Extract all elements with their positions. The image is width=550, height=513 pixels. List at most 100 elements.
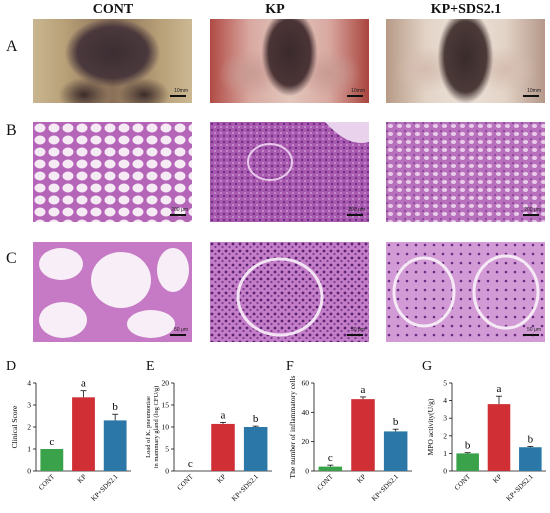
scale-bar bbox=[170, 95, 186, 97]
category-label: KP+SDS2.1 bbox=[370, 472, 400, 502]
scale-bar bbox=[170, 334, 186, 336]
panel-label-e: E bbox=[146, 359, 155, 374]
y-tick-label: 4 bbox=[27, 379, 31, 388]
y-axis-label: Clinical Score bbox=[10, 405, 19, 448]
y-tick-label: 0 bbox=[305, 467, 309, 476]
y-tick-label: 3 bbox=[443, 414, 447, 423]
tissue-texture bbox=[386, 242, 545, 342]
scale-label: 200 μm bbox=[348, 207, 365, 213]
significance-letter: a bbox=[81, 378, 86, 390]
panel-label-d: D bbox=[6, 359, 17, 374]
significance-letter: c bbox=[188, 458, 193, 470]
y-tick-label: 20 bbox=[162, 379, 170, 388]
tissue-texture bbox=[33, 242, 192, 342]
bar-cont bbox=[456, 453, 479, 471]
bar-kp bbox=[72, 397, 95, 471]
bar-cont bbox=[40, 449, 64, 471]
scale-bar bbox=[523, 334, 539, 336]
category-label: KP bbox=[491, 473, 503, 485]
category-label: CONT bbox=[316, 472, 336, 492]
scale-label: 50 μm bbox=[351, 327, 365, 333]
histology-low-kp: 200 μm bbox=[210, 122, 369, 222]
tissue-texture bbox=[210, 122, 369, 222]
photo-gross-kp: 10mm bbox=[210, 19, 369, 103]
scale-label: 200 μm bbox=[171, 207, 188, 213]
scale-label: 10mm bbox=[527, 88, 541, 94]
y-tick-label: 40 bbox=[302, 408, 310, 417]
bar-kp bbox=[211, 423, 235, 471]
significance-letter: c bbox=[49, 436, 54, 448]
scale-label: 10mm bbox=[351, 88, 365, 94]
tissue-texture bbox=[386, 122, 545, 222]
category-label: KP bbox=[215, 473, 227, 485]
bar-chart-clinical-score: 0 1 2 3 4 Clinical Score c CONT a KP b KP+SDS2.1 bbox=[10, 378, 131, 503]
y-tick-label: 1 bbox=[443, 449, 447, 458]
y-tick-label: 2 bbox=[443, 431, 447, 440]
y-tick-label: 4 bbox=[443, 396, 447, 405]
y-axis-label: The number of inflammatory cells bbox=[288, 375, 297, 478]
scale-bar bbox=[347, 95, 363, 97]
category-label: CONT bbox=[453, 472, 473, 492]
significance-letter: b bbox=[112, 401, 118, 413]
scale-bar bbox=[347, 214, 363, 216]
significance-letter: a bbox=[497, 383, 502, 395]
significance-letter: b bbox=[465, 440, 471, 452]
category-label: CONT bbox=[37, 472, 57, 492]
bar-kp-sds2-1 bbox=[383, 431, 408, 471]
bar-kp-sds2-1 bbox=[243, 427, 268, 471]
photo-gross-kp-sds: 10mm bbox=[386, 19, 545, 103]
category-label: KP bbox=[76, 473, 88, 485]
significance-letter: a bbox=[361, 384, 366, 396]
row-label-c: C bbox=[6, 250, 17, 267]
panel-label-f: F bbox=[286, 359, 294, 374]
scale-label: 50 μm bbox=[174, 327, 188, 333]
photo-gross-cont: 10mm bbox=[33, 19, 192, 103]
scale-label: 50 μm bbox=[527, 327, 541, 333]
bar-cont bbox=[318, 466, 343, 471]
significance-letter: b bbox=[253, 413, 259, 425]
y-tick-label: 2 bbox=[27, 423, 31, 432]
scale-label: 200 μm bbox=[524, 207, 541, 213]
category-label: CONT bbox=[176, 472, 196, 492]
category-label: KP bbox=[355, 473, 367, 485]
y-tick-label: 20 bbox=[302, 437, 310, 446]
scale-label: 10mm bbox=[174, 88, 188, 94]
column-header-kp: KP bbox=[265, 2, 285, 17]
y-tick-label: 1 bbox=[27, 445, 31, 454]
y-tick-label: 3 bbox=[27, 401, 31, 410]
histology-low-kp-sds: 200 μm bbox=[386, 122, 545, 222]
row-label-a: A bbox=[6, 38, 18, 55]
scale-bar bbox=[523, 214, 539, 216]
y-tick-label: 5 bbox=[165, 445, 169, 454]
tissue-texture bbox=[210, 242, 369, 342]
category-label: KP+SDS2.1 bbox=[230, 472, 260, 502]
bar-kp bbox=[351, 399, 375, 471]
y-tick-label: 5 bbox=[443, 379, 447, 388]
bar-chart-kp-load: 0 5 10 15 20 Load of K. pneumoniae in mammary … bbox=[145, 379, 272, 503]
histology-high-kp: 50 μm bbox=[210, 242, 369, 342]
bar-chart-mpo-activity: 0 1 2 3 4 5 MPO activity(U/g) b CONT a KP b KP+SDS2.… bbox=[426, 379, 546, 503]
y-tick-label: 0 bbox=[165, 467, 169, 476]
y-tick-label: 10 bbox=[162, 423, 170, 432]
panel-label-g: G bbox=[422, 359, 433, 374]
column-header-cont: CONT bbox=[92, 2, 134, 17]
bar-kp bbox=[487, 404, 511, 471]
significance-letter: a bbox=[221, 409, 226, 421]
column-header-kp-sds: KP+SDS2.1 bbox=[430, 2, 502, 17]
y-axis-label: Load of K. pneumoniae bbox=[145, 396, 152, 458]
scale-bar bbox=[170, 214, 186, 216]
scale-bar bbox=[523, 95, 539, 97]
y-tick-label: 0 bbox=[27, 467, 31, 476]
significance-letter: b bbox=[528, 433, 534, 445]
histology-high-cont: 50 μm bbox=[33, 242, 192, 342]
row-label-b: B bbox=[6, 122, 17, 139]
y-tick-label: 60 bbox=[302, 379, 310, 388]
tissue-texture bbox=[33, 122, 192, 222]
y-tick-label: 0 bbox=[443, 467, 447, 476]
significance-letter: c bbox=[328, 452, 333, 464]
category-label: KP+SDS2.1 bbox=[505, 472, 535, 502]
histology-low-cont: 200 μm bbox=[33, 122, 192, 222]
bar-chart-inflammatory-cells: 0 20 40 60 The number of inflammatory cells c… bbox=[288, 375, 412, 503]
significance-letter: b bbox=[393, 416, 399, 428]
y-tick-label: 15 bbox=[162, 401, 170, 410]
